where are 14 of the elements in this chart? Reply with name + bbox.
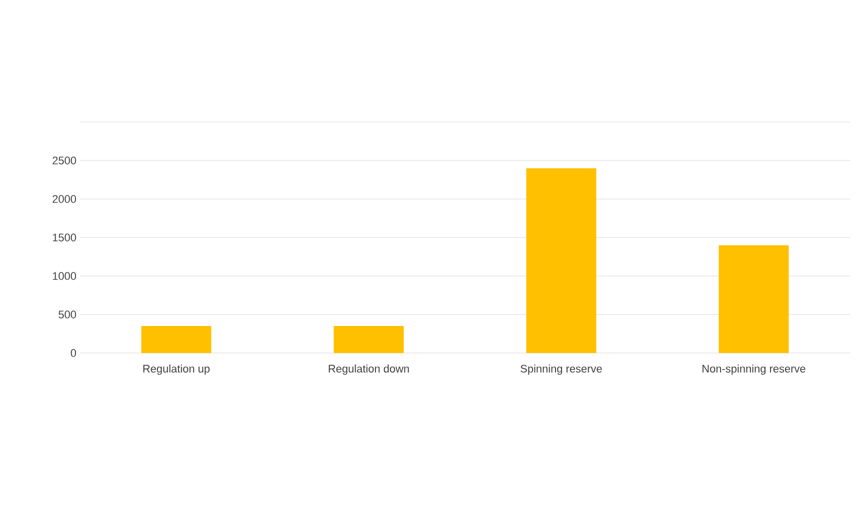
x-tick-label: Non-spinning reserve [702,364,806,375]
x-tick-label: Regulation up [143,364,210,375]
bar [334,326,404,353]
y-tick-label: 2000 [52,195,76,203]
bar [718,245,789,353]
y-tick-label: 1000 [52,272,76,280]
bar [141,326,212,353]
x-tick-label: Spinning reserve [520,364,602,375]
bar [526,168,596,353]
x-tick-label: Regulation down [328,364,409,375]
y-tick-label: 1500 [52,234,76,242]
y-tick-label: 500 [58,310,76,318]
y-tick-label: 0 [70,349,76,357]
y-tick-label: 2500 [52,156,76,164]
